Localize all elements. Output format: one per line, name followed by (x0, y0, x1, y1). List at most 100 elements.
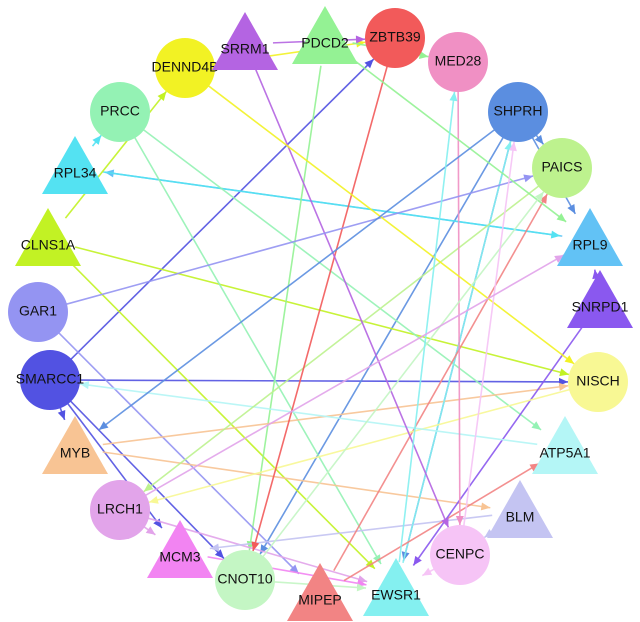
edge (79, 383, 538, 446)
arrowhead (422, 567, 433, 576)
arrowhead (441, 517, 449, 528)
arrowhead (564, 355, 575, 364)
edge (248, 65, 322, 551)
triangle-node (532, 416, 598, 474)
edge (255, 69, 450, 528)
circle-node (215, 550, 275, 610)
arrowhead (251, 541, 260, 552)
edge (333, 193, 548, 572)
arrowhead (523, 174, 534, 183)
triangle-node (42, 136, 108, 194)
arrowhead (556, 213, 567, 222)
node-label: MED28 (435, 53, 482, 69)
arrowhead (355, 35, 366, 44)
circle-node (365, 8, 425, 68)
circle-node (20, 350, 80, 410)
triangle-node (15, 208, 81, 266)
edge (148, 388, 572, 504)
arrowhead (356, 583, 367, 592)
node-label: CLNS1A (21, 237, 76, 253)
node-label: CNOT10 (217, 571, 272, 587)
triangle-node (147, 520, 213, 578)
arrowhead (143, 482, 154, 492)
arrowhead (567, 204, 576, 214)
arrowhead (145, 526, 156, 535)
edge (261, 191, 545, 559)
arrowhead (364, 59, 374, 69)
edge (102, 451, 491, 509)
edge (143, 254, 565, 497)
triangle-node (287, 563, 353, 621)
arrowhead (98, 421, 109, 430)
circle-node (8, 282, 68, 342)
arrowhead (289, 564, 299, 574)
arrowhead (157, 91, 167, 101)
triangle-node (487, 480, 553, 538)
node-label: NISCH (576, 373, 620, 389)
node-label: DENND4B (152, 59, 219, 75)
arrowhead (508, 141, 517, 152)
node-label: SRRM1 (220, 41, 269, 57)
node-label: PAICS (542, 159, 583, 175)
arrowhead (79, 381, 90, 390)
node-label: MCM3 (159, 549, 200, 565)
arrowhead (534, 134, 544, 145)
node-label: ATP5A1 (539, 445, 590, 461)
circle-node (90, 82, 150, 142)
arrowhead (214, 549, 225, 559)
nodes: ZBTB39 MED28 SHPRH PAICS RPL9 SNRPD1 NISCH ATP5… (8, 6, 633, 621)
edge (102, 384, 569, 446)
circle-node (90, 480, 150, 540)
node-label: ZBTB39 (369, 29, 421, 45)
arrowhead (558, 382, 569, 391)
arrowhead (209, 543, 220, 552)
edge (77, 379, 569, 383)
node-label: MIPEP (298, 592, 342, 608)
arrowhead (449, 91, 458, 102)
circle-node (488, 82, 548, 142)
edge (259, 135, 505, 555)
circle-node (155, 38, 215, 98)
edge (143, 184, 541, 493)
edge (252, 64, 389, 552)
arrowhead (455, 515, 464, 526)
arrowhead (373, 554, 381, 565)
node-label: MYB (60, 445, 90, 461)
arrowhead (418, 51, 429, 60)
arrowhead (535, 191, 544, 202)
triangle-node (557, 208, 623, 266)
edge (343, 462, 540, 582)
node-label: SNRPD1 (572, 299, 629, 315)
arrowhead (559, 368, 569, 377)
node-label: EWSR1 (371, 587, 421, 603)
edge (141, 128, 542, 431)
arrowhead (531, 421, 542, 430)
edges (57, 35, 601, 592)
edge (69, 58, 375, 361)
node-label: RPL9 (572, 237, 607, 253)
triangle-node (363, 558, 429, 616)
arrowhead (480, 502, 491, 511)
node-label: PRCC (100, 103, 140, 119)
edge (133, 135, 382, 565)
arrowhead (57, 410, 66, 420)
circle-node (430, 525, 490, 585)
edge (206, 84, 575, 365)
arrowhead (148, 496, 159, 504)
arrowhead (92, 135, 102, 145)
node-label: SMARCC1 (16, 371, 85, 387)
node-label: RPL34 (54, 165, 97, 181)
edge (74, 246, 570, 376)
edge (402, 140, 512, 564)
arrowhead (413, 555, 422, 566)
edge (462, 141, 515, 528)
edge (412, 324, 585, 566)
node-label: GAR1 (19, 303, 57, 319)
edge (102, 171, 561, 237)
edge (64, 175, 534, 306)
node-label: SHPRH (493, 103, 542, 119)
node-label: PDCD2 (301, 35, 349, 51)
triangle-node (292, 6, 358, 64)
circle-node (568, 352, 628, 412)
